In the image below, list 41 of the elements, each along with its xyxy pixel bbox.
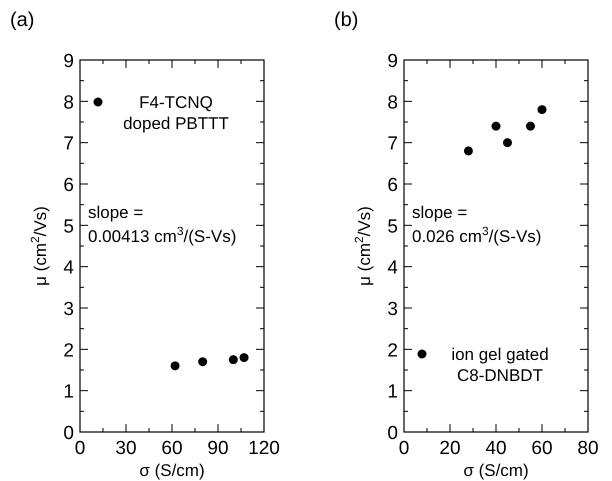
point <box>538 105 546 114</box>
y-tick-label: 3 <box>387 299 398 320</box>
x-tick-label: 20 <box>439 438 461 459</box>
point <box>503 138 512 148</box>
y-tick-label: 6 <box>387 175 398 196</box>
y-tick-label: 5 <box>63 216 74 238</box>
y-tick-label: 4 <box>387 258 398 279</box>
y-tick-label: 2 <box>387 340 398 362</box>
y-tick-label: 8 <box>63 92 74 114</box>
y-tick-label: 5 <box>387 216 398 238</box>
x-tick-label: 40 <box>485 438 507 459</box>
y-tick-label: 0 <box>63 423 74 444</box>
x-axis-title: σ (S/cm) <box>139 461 205 480</box>
legend-label: F4-TCNQ doped PBTTT <box>123 93 229 133</box>
y-tick-label: 3 <box>63 299 74 320</box>
annotation: slope = 0.026 cm$^{3}$/(S-Vs) <box>412 203 542 246</box>
chart-title: (b) <box>334 9 358 31</box>
x-tick-label: 60 <box>531 438 553 459</box>
y-tick-label: 1 <box>387 382 398 403</box>
y-tick-label: 1 <box>63 382 74 403</box>
x-tick-label: 30 <box>115 438 137 459</box>
point <box>464 146 473 156</box>
y-tick-label: 7 <box>387 134 398 155</box>
x-tick-label: 90 <box>207 438 229 459</box>
y-tick-label: 6 <box>63 175 74 196</box>
y-tick-label: 0 <box>387 423 398 444</box>
y-tick-label: 9 <box>387 51 398 72</box>
x-tick-label: 120 <box>248 438 280 459</box>
y-tick-label: 8 <box>387 92 398 114</box>
y-tick-label: 7 <box>63 134 74 155</box>
legend-label: ion gel gated C8-DNBDT <box>451 345 549 385</box>
annotation: slope = 0.00413 cm$^{3}$/(S-Vs) <box>88 203 236 246</box>
point <box>492 122 500 131</box>
y-tick-label: 2 <box>63 340 74 362</box>
x-axis-title: σ (S/cm) <box>463 461 529 480</box>
point <box>526 122 535 131</box>
x-tick-label: 60 <box>161 438 183 459</box>
y-tick-label: 4 <box>63 258 74 279</box>
chart-title: (a) <box>10 9 34 31</box>
x-tick-label: 80 <box>577 438 599 459</box>
y-tick-label: 9 <box>63 51 74 72</box>
